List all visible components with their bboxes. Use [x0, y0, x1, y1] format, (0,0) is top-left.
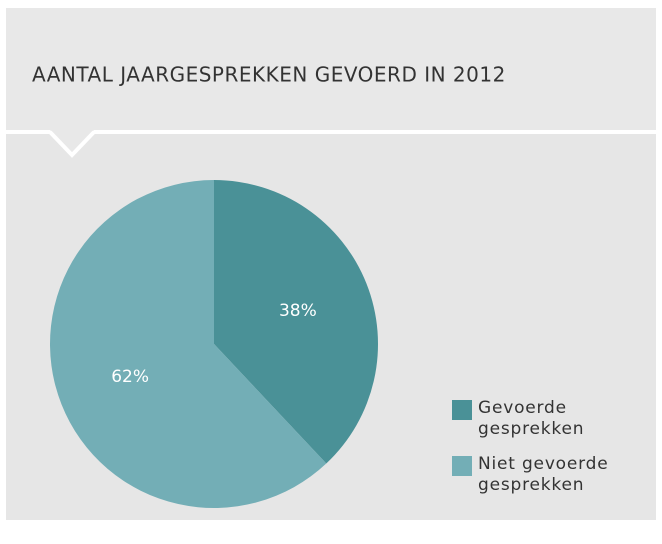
notch	[50, 130, 94, 153]
legend-swatch	[452, 400, 472, 420]
data-label: 38%	[279, 301, 317, 321]
legend-item: Niet gevoerde gesprekken	[452, 454, 622, 496]
header-panel	[6, 8, 656, 132]
notch-border	[48, 130, 96, 158]
pie-slice	[214, 180, 378, 464]
pie: 38% 62%	[49, 180, 378, 508]
legend-label: Niet gevoerde gesprekken	[478, 454, 609, 495]
legend-label: Gevoerde gesprekken	[478, 398, 585, 439]
pie-slice	[49, 180, 327, 508]
legend-item: Gevoerde gesprekken	[452, 398, 622, 440]
legend-swatch	[452, 456, 472, 476]
data-label: 62%	[111, 367, 149, 387]
legend: Gevoerde gesprekken Niet gevoerde gesprek…	[452, 398, 622, 510]
divider	[6, 130, 656, 134]
chart-title: AANTAL JAARGESPREKKEN GEVOERD IN 2012	[32, 63, 506, 87]
